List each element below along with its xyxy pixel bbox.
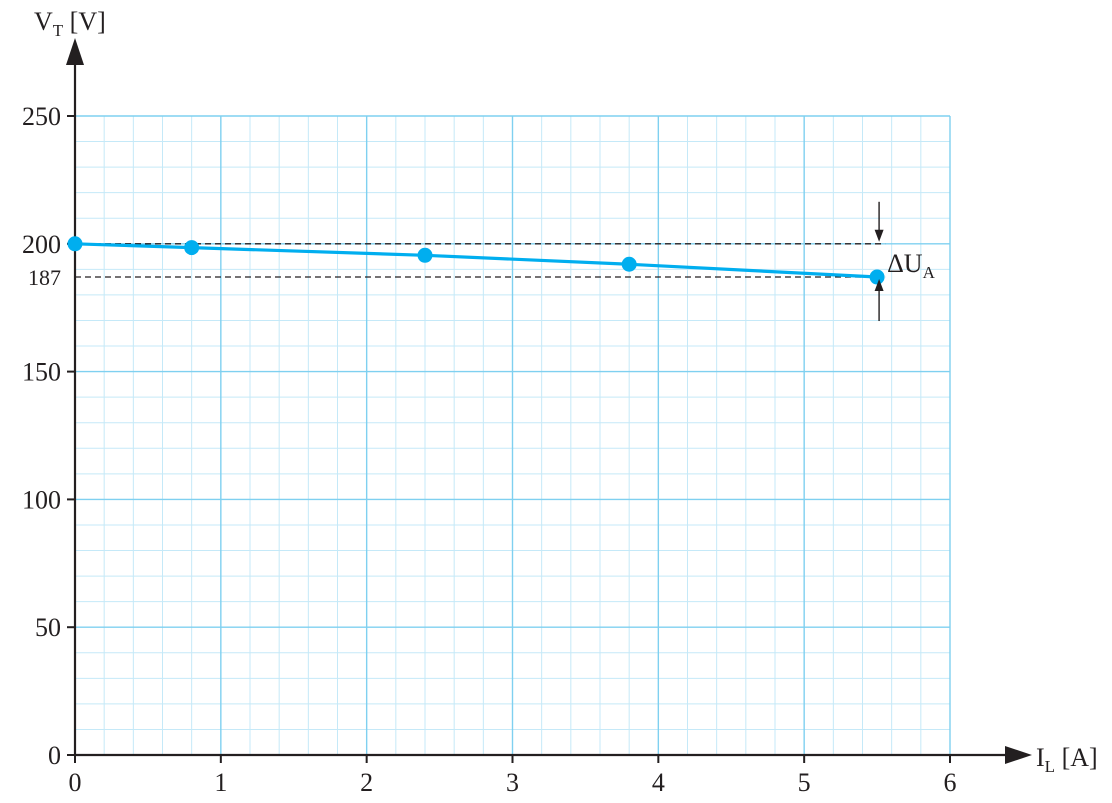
data-point [184, 240, 200, 256]
y-axis-arrow [66, 38, 84, 65]
y-axis-title-unit: [V] [63, 7, 106, 36]
reference-lines [75, 243, 886, 278]
x-tick-label: 2 [360, 768, 373, 797]
annotation-label-subscript: A [923, 263, 936, 282]
x-tick-label: 1 [214, 768, 227, 797]
y-axis-title: VT [V] [34, 7, 106, 40]
y-tick-label: 0 [48, 741, 61, 770]
annotation-arrow-head [874, 229, 884, 242]
x-axis-title-unit: [A] [1055, 743, 1098, 772]
y-tick-label: 50 [35, 613, 61, 642]
y-tick-label: 200 [22, 230, 61, 259]
x-tick-label: 0 [69, 768, 82, 797]
series-layer [67, 236, 885, 285]
y-tick-label: 100 [22, 485, 61, 514]
x-tick-label: 6 [944, 768, 957, 797]
major-grid [75, 115, 951, 755]
x-axis-arrow [1005, 746, 1032, 764]
y-axis-title-subscript: T [53, 21, 64, 40]
tick-labels: 0 1 2 3 4 5 6 0 50 100 150 200 250 187 [22, 102, 957, 797]
x-tick-label: 3 [506, 768, 519, 797]
data-point [67, 236, 83, 252]
y-tick-label: 250 [22, 102, 61, 131]
x-tick-label: 5 [798, 768, 811, 797]
x-axis-title: IL [A] [1036, 743, 1098, 776]
y-tick-label: 150 [22, 358, 61, 387]
data-point [621, 256, 637, 272]
axes [66, 38, 1032, 764]
x-axis-title-subscript: L [1045, 757, 1055, 776]
data-point [869, 269, 885, 285]
delta-annotation: ΔUA [874, 201, 936, 322]
x-tick-label: 4 [652, 768, 665, 797]
annotation-arrow-head [874, 279, 884, 292]
data-point [417, 247, 433, 263]
annotation-label: ΔUA [887, 249, 936, 282]
axis-titles: VT [V] IL [A] [34, 7, 1098, 776]
reference-value-label: 187 [28, 265, 61, 290]
